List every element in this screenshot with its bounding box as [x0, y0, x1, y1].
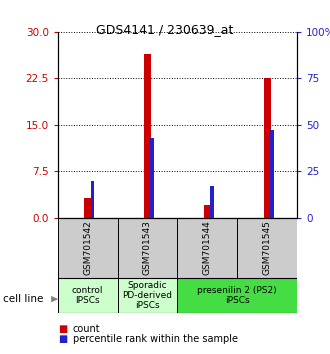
Bar: [150, 138, 154, 218]
Bar: [177, 218, 237, 278]
Text: ■: ■: [58, 324, 67, 333]
Text: GSM701544: GSM701544: [203, 221, 212, 275]
Bar: [84, 198, 91, 218]
Bar: [263, 78, 271, 218]
Text: GDS4141 / 230639_at: GDS4141 / 230639_at: [96, 23, 234, 36]
Bar: [90, 181, 94, 218]
Bar: [117, 278, 177, 313]
Text: count: count: [73, 324, 100, 333]
Bar: [58, 218, 117, 278]
Text: GSM701542: GSM701542: [83, 221, 92, 275]
Text: GSM701545: GSM701545: [263, 220, 272, 275]
Text: percentile rank within the sample: percentile rank within the sample: [73, 334, 238, 344]
Bar: [210, 186, 214, 218]
Bar: [270, 130, 274, 218]
Bar: [144, 53, 151, 218]
Bar: [237, 218, 297, 278]
Text: cell line: cell line: [3, 294, 44, 304]
Text: ■: ■: [58, 334, 67, 344]
Text: control
IPSCs: control IPSCs: [72, 286, 103, 305]
Text: Sporadic
PD-derived
iPSCs: Sporadic PD-derived iPSCs: [122, 281, 173, 310]
Bar: [177, 278, 297, 313]
Bar: [204, 205, 211, 218]
Bar: [58, 278, 117, 313]
Text: GSM701543: GSM701543: [143, 220, 152, 275]
Text: presenilin 2 (PS2)
iPSCs: presenilin 2 (PS2) iPSCs: [197, 286, 277, 305]
Bar: [117, 218, 177, 278]
Polygon shape: [51, 296, 58, 302]
